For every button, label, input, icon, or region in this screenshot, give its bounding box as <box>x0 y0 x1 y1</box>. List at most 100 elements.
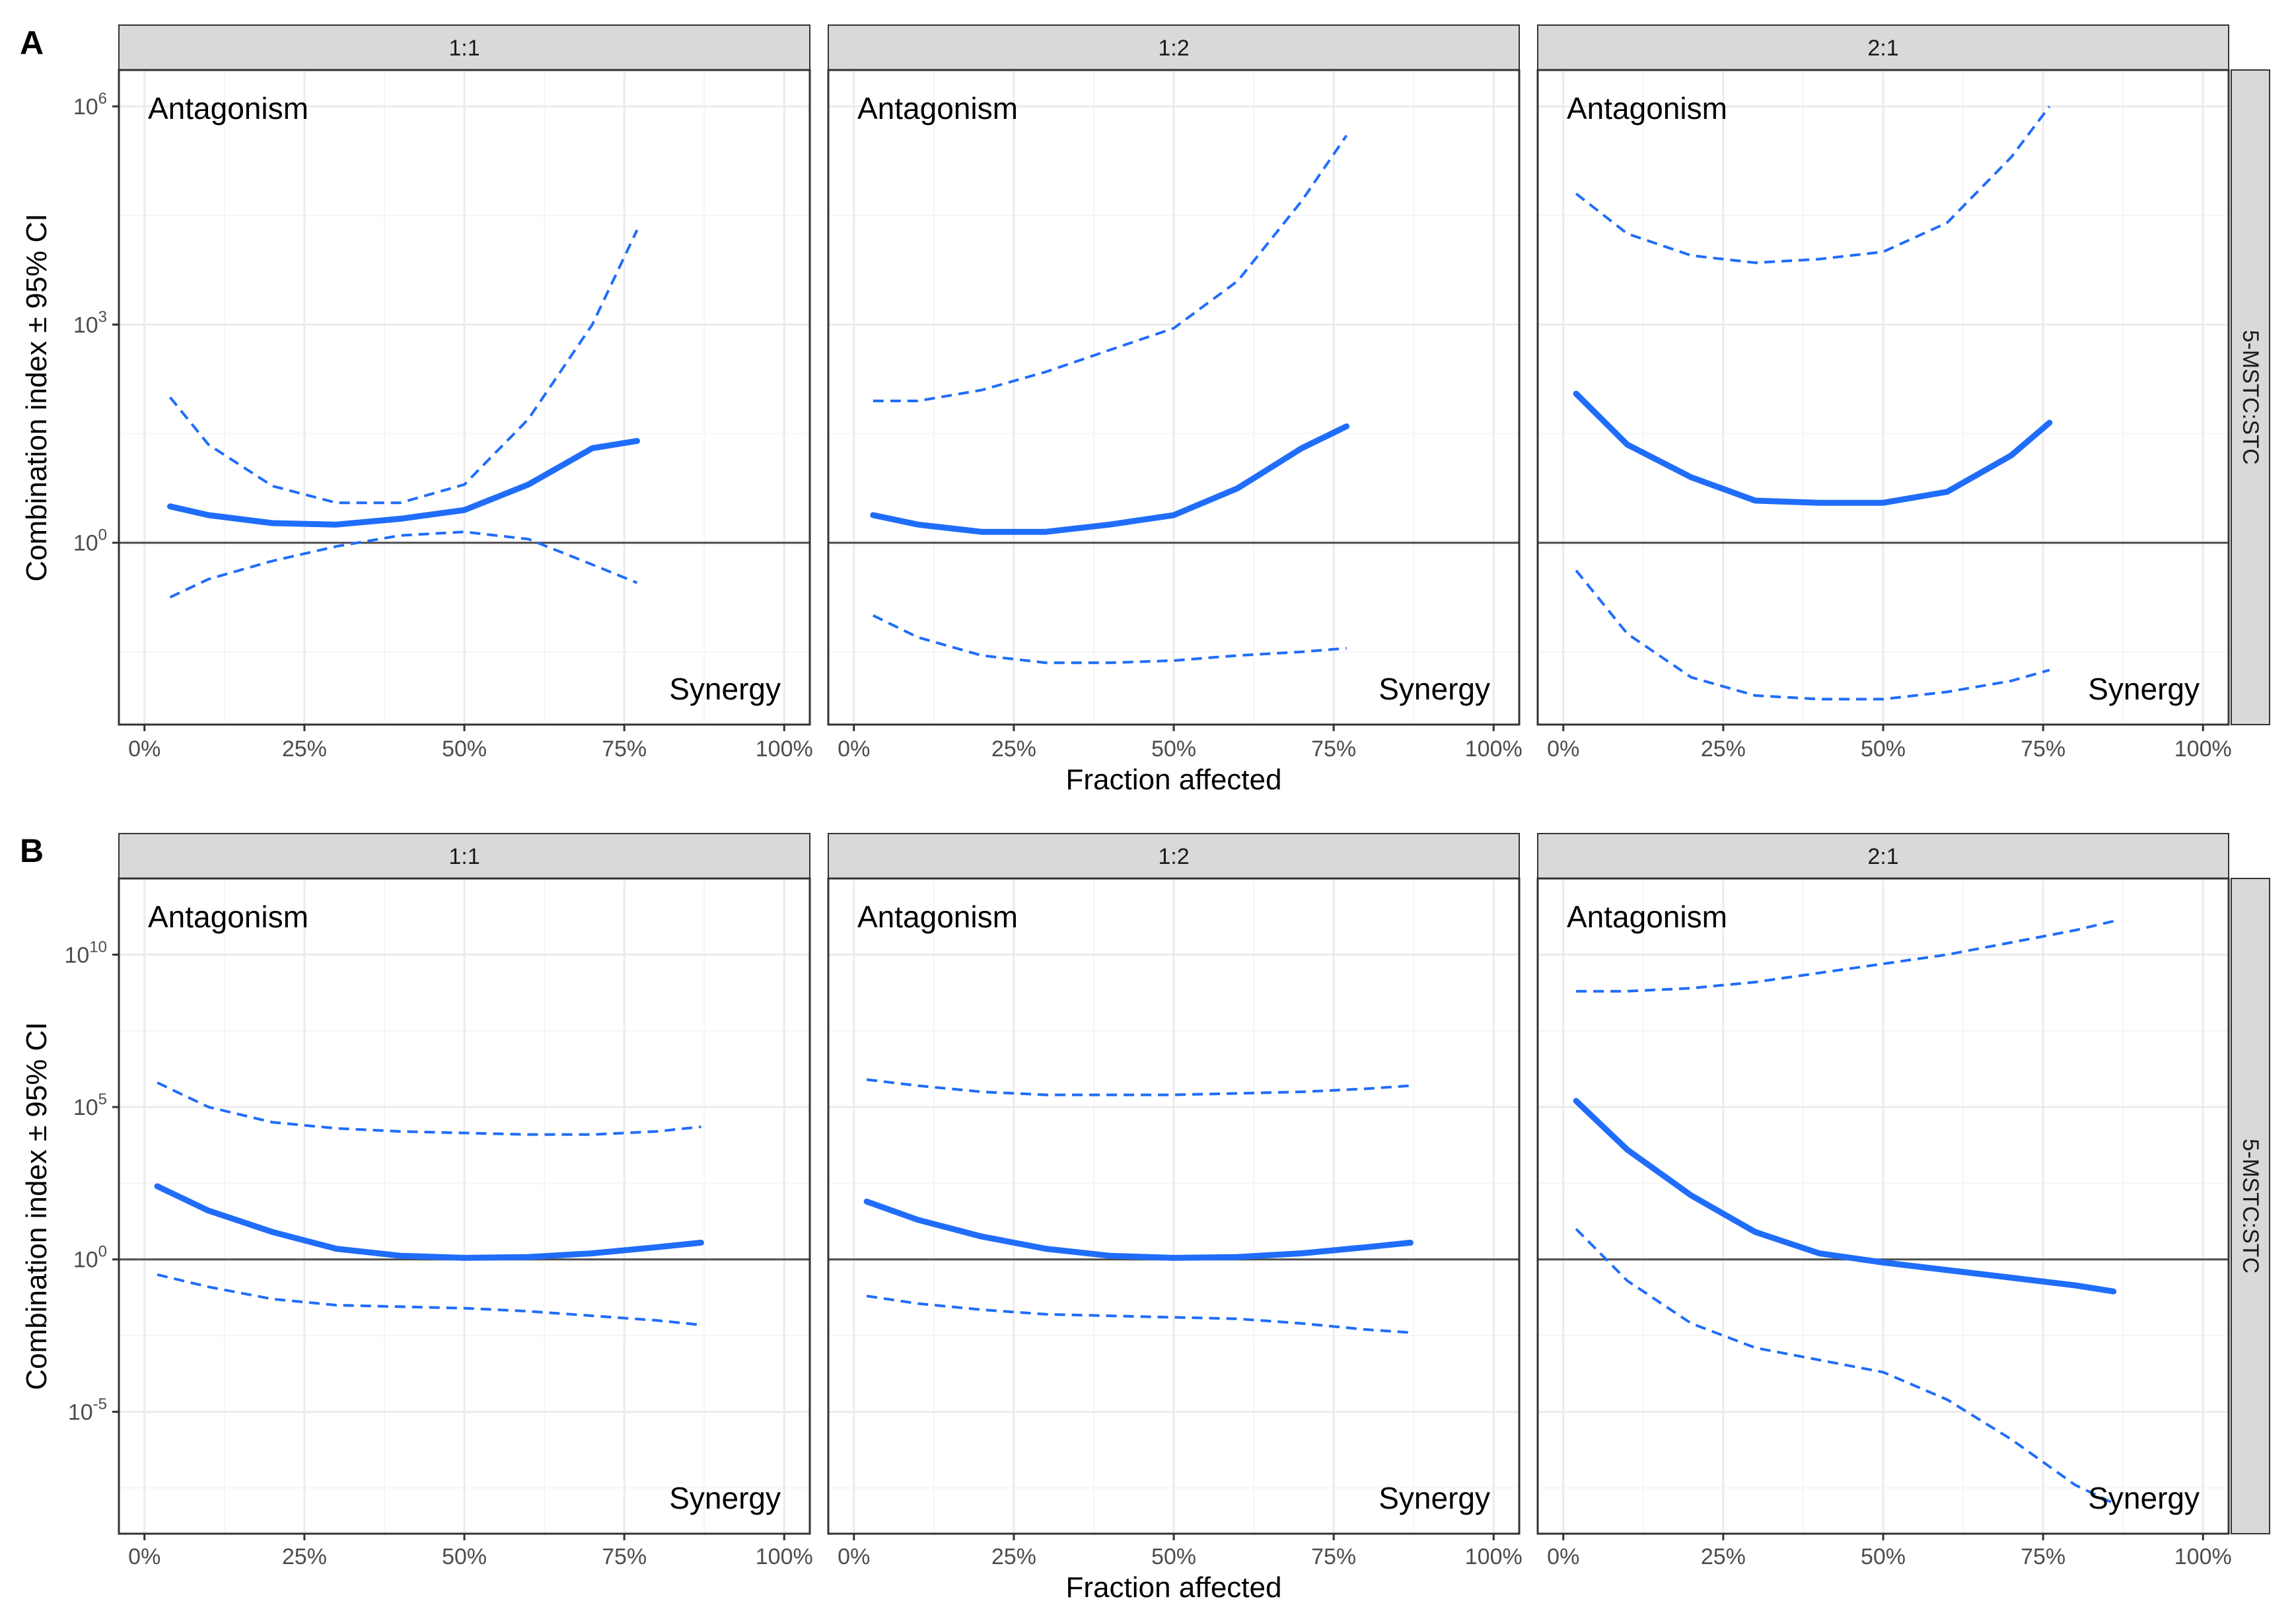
panel-a-letter: A <box>20 24 44 61</box>
series-group <box>1573 105 2053 701</box>
row-strip-label: 5-MSTC:STC <box>2238 330 2263 465</box>
y-tick-exponent: 0 <box>98 1243 107 1261</box>
x-tick-label: 100% <box>2174 736 2232 762</box>
y-tick-exponent: -5 <box>93 1395 107 1413</box>
y-tick-label: 100 <box>73 1243 107 1273</box>
y-tick-exponent: 3 <box>98 308 107 326</box>
y-tick-label: 10-5 <box>68 1395 107 1425</box>
series-group <box>167 229 640 599</box>
panel-b-facet-2: 1:2 Antagonism Synergy 0% 25% 50% 75% 100% <box>827 833 1523 1569</box>
combination-index-line <box>167 438 640 528</box>
panel-b-y-axis-title: Combination index ± 95% CI <box>20 1022 53 1390</box>
x-tick-label: 50% <box>442 1544 487 1569</box>
synergy-label: Synergy <box>669 672 781 706</box>
combination-index-line <box>870 423 1349 535</box>
facet-strip-label: 1:1 <box>448 844 480 869</box>
x-tick-label: 75% <box>2021 1544 2065 1569</box>
facet-strip <box>1537 24 2229 71</box>
synergy-label: Synergy <box>2088 672 2200 706</box>
y-tick-base: 10 <box>68 1400 93 1425</box>
x-tick-label: 25% <box>282 736 327 762</box>
x-tick-label: 75% <box>602 1544 647 1569</box>
panel-a-facet-3: 2:1 Antagonism Synergy 0% 25% 50% 75% 100% <box>1536 24 2232 762</box>
x-tick-label: 75% <box>1311 1544 1356 1569</box>
synergy-label: Synergy <box>1379 672 1490 706</box>
panel-a-facet-2: 1:2 Antagonism Synergy 0% 25% 50% 75% 100% <box>827 24 1523 762</box>
facet-strip-label: 1:2 <box>1158 844 1189 869</box>
lower-ci-line <box>866 1295 1411 1334</box>
lower-ci-line <box>1575 1228 2114 1505</box>
x-tick-label: 100% <box>1465 736 1523 762</box>
upper-ci-line <box>157 1081 701 1136</box>
facet-strip-label: 2:1 <box>1867 36 1898 61</box>
x-tick-label: 25% <box>991 1544 1036 1569</box>
y-tick-exponent: 5 <box>98 1091 107 1108</box>
upper-ci-line <box>873 134 1348 402</box>
y-tick-base: 10 <box>73 531 98 556</box>
x-tick-label: 100% <box>2174 1544 2232 1569</box>
x-tick-label: 100% <box>756 1544 813 1569</box>
x-tick-label: 75% <box>602 736 647 762</box>
x-tick-label: 50% <box>1151 736 1196 762</box>
y-tick-label: 106 <box>73 90 107 120</box>
x-tick-label: 50% <box>1861 1544 1906 1569</box>
x-tick-label: 0% <box>128 736 161 762</box>
facet-strip <box>828 833 1520 879</box>
y-tick-exponent: 6 <box>98 90 107 108</box>
x-tick-label: 50% <box>1151 1544 1196 1569</box>
facet-strip-label: 1:2 <box>1158 36 1189 61</box>
y-tick-label: 100 <box>73 526 107 556</box>
antagonism-label: Antagonism <box>148 900 308 934</box>
antagonism-label: Antagonism <box>1567 900 1727 934</box>
series-group <box>154 1081 704 1326</box>
panel-a-x-axis-title: Fraction affected <box>1066 764 1282 796</box>
x-tick-label: 25% <box>991 736 1036 762</box>
y-tick-label: 103 <box>73 308 107 338</box>
y-tick-exponent: 0 <box>98 526 107 544</box>
facet-strip-label: 2:1 <box>1867 844 1898 869</box>
lower-ci-line <box>157 1273 701 1326</box>
facet-strip-label: 1:1 <box>448 36 480 61</box>
row-strip <box>2231 878 2270 1534</box>
x-tick-label: 100% <box>1465 1544 1523 1569</box>
combination-index-line <box>1573 1098 2117 1295</box>
series-group <box>870 134 1349 664</box>
y-tick-base: 10 <box>64 943 89 968</box>
y-tick-base: 10 <box>73 94 98 120</box>
x-tick-label: 50% <box>1861 736 1906 762</box>
x-tick-label: 0% <box>1547 1544 1579 1569</box>
combination-index-line <box>1573 390 2053 506</box>
facet-strip <box>118 24 810 71</box>
antagonism-label: Antagonism <box>857 91 1018 125</box>
facet-strip <box>828 24 1520 71</box>
combination-index-line <box>863 1198 1414 1261</box>
y-tick-label: 105 <box>73 1091 107 1120</box>
x-tick-label: 75% <box>2021 736 2065 762</box>
facet-strip <box>1537 833 2229 879</box>
facet-strip <box>118 833 810 879</box>
antagonism-label: Antagonism <box>857 900 1018 934</box>
y-tick-base: 10 <box>73 1248 98 1273</box>
upper-ci-line <box>168 229 639 505</box>
synergy-label: Synergy <box>1379 1481 1490 1515</box>
synergy-label: Synergy <box>669 1481 781 1515</box>
lower-ci-line <box>1575 569 2050 701</box>
upper-ci-line <box>866 1078 1411 1096</box>
x-tick-label: 25% <box>282 1544 327 1569</box>
x-tick-label: 0% <box>838 736 870 762</box>
y-tick-label: 1010 <box>64 938 107 968</box>
lower-ci-line <box>169 530 638 599</box>
antagonism-label: Antagonism <box>1567 91 1727 125</box>
panel-b-group: B Combination index ± 95% CI 1:1 Antagonism… <box>20 832 2270 1604</box>
x-tick-label: 50% <box>442 736 487 762</box>
combination-index-line <box>154 1183 704 1261</box>
upper-ci-line <box>1576 919 2114 993</box>
series-group <box>863 1078 1414 1334</box>
x-tick-label: 100% <box>756 736 813 762</box>
x-tick-label: 0% <box>838 1544 870 1569</box>
upper-ci-line <box>1575 105 2051 264</box>
antagonism-label: Antagonism <box>148 91 308 125</box>
